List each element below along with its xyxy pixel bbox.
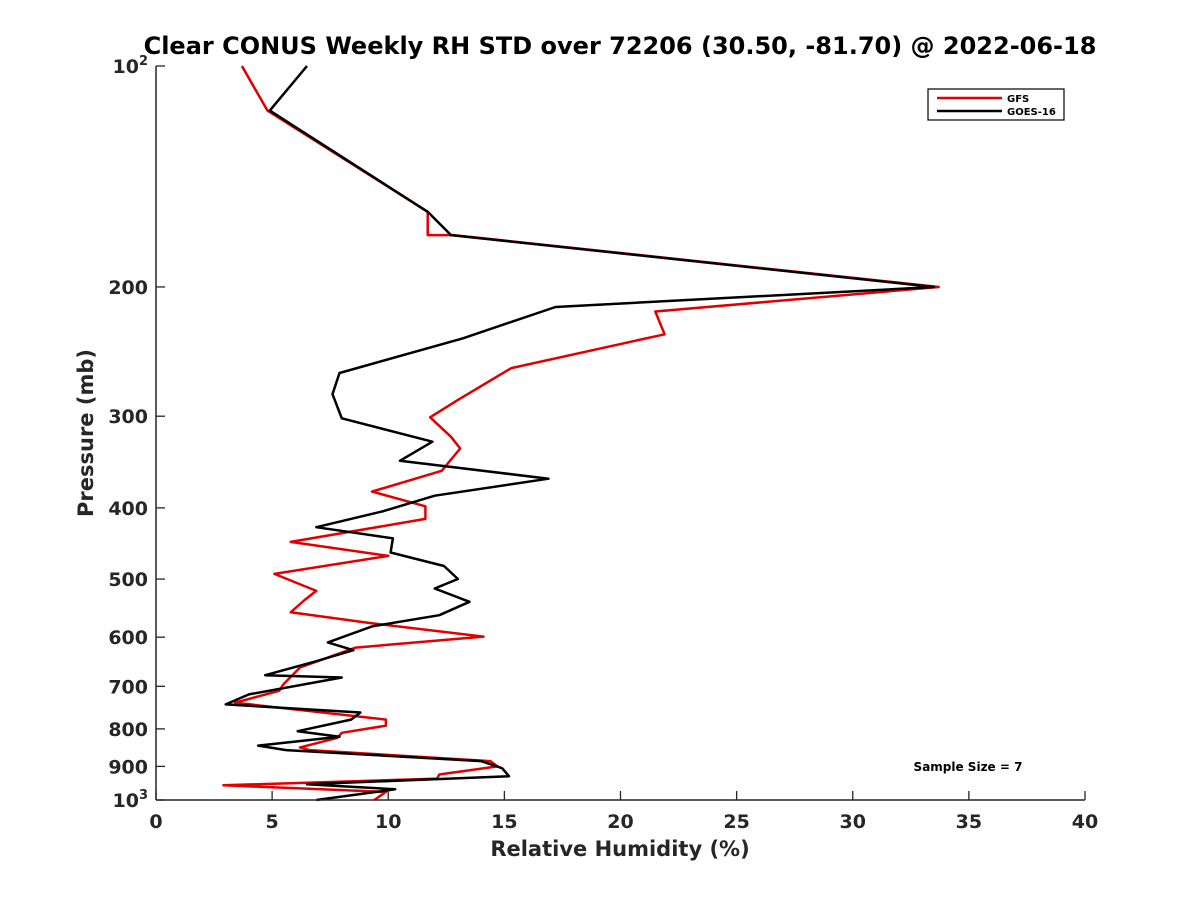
y-tick-label: 900 bbox=[108, 756, 148, 778]
x-axis-ticks: 0 5 10 15 20 25 30 35 40 bbox=[149, 791, 1098, 833]
legend-label-gfs: GFS bbox=[1007, 94, 1029, 105]
plot-frame bbox=[156, 66, 1085, 800]
x-axis-label: Relative Humidity (%) bbox=[490, 837, 749, 861]
series-layer bbox=[222, 65, 940, 802]
chart-title: Clear CONUS Weekly RH STD over 72206 (30… bbox=[144, 32, 1097, 60]
series-line-1 bbox=[224, 65, 936, 802]
legend: GFS GOES-16 bbox=[927, 88, 1065, 121]
y-tick-label: 400 bbox=[108, 498, 148, 520]
y-tick-label: 102 bbox=[113, 54, 149, 78]
y-tick-label: 500 bbox=[108, 569, 148, 591]
y-tick-label: 300 bbox=[108, 406, 148, 428]
sample-size-annotation: Sample Size = 7 bbox=[914, 760, 1023, 774]
x-tick-label: 35 bbox=[956, 811, 982, 833]
x-tick-label: 15 bbox=[491, 811, 517, 833]
plot-area bbox=[155, 65, 1085, 802]
y-axis-label: Pressure (mb) bbox=[74, 349, 98, 517]
x-tick-label: 5 bbox=[266, 811, 279, 833]
y-tick-label: 800 bbox=[108, 719, 148, 741]
legend-box bbox=[927, 88, 1065, 121]
y-axis-ticks: 102 200 300 400 500 600 700 800 900 103 bbox=[108, 54, 165, 812]
legend-label-goes16: GOES-16 bbox=[1007, 107, 1056, 118]
x-tick-label: 20 bbox=[607, 811, 633, 833]
x-tick-label: 25 bbox=[723, 811, 749, 833]
x-tick-label: 30 bbox=[840, 811, 866, 833]
y-tick-label: 103 bbox=[113, 788, 149, 812]
y-tick-label: 600 bbox=[108, 627, 148, 649]
y-tick-label: 200 bbox=[108, 277, 148, 299]
x-tick-label: 10 bbox=[375, 811, 401, 833]
x-tick-label: 40 bbox=[1072, 811, 1098, 833]
x-tick-label: 0 bbox=[149, 811, 162, 833]
y-tick-label: 700 bbox=[108, 676, 148, 698]
series-line-0 bbox=[222, 65, 940, 802]
